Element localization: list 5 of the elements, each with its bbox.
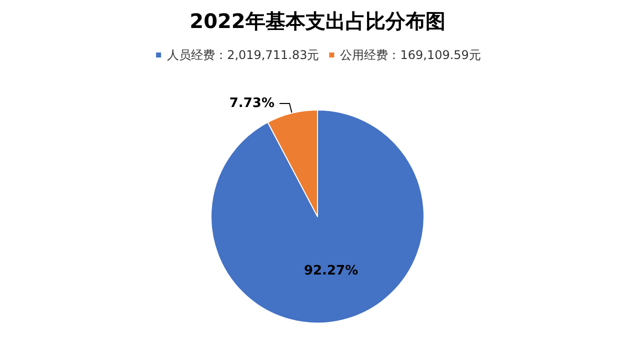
data-label: 92.27% <box>304 264 358 279</box>
chart-title: 2022年基本支出占比分布图 <box>190 9 446 33</box>
data-label: 7.73% <box>229 96 274 111</box>
legend-label: 人员经费：2,019,711.83元 <box>167 48 320 62</box>
legend-label: 公用经费：169,109.59元 <box>340 48 481 62</box>
